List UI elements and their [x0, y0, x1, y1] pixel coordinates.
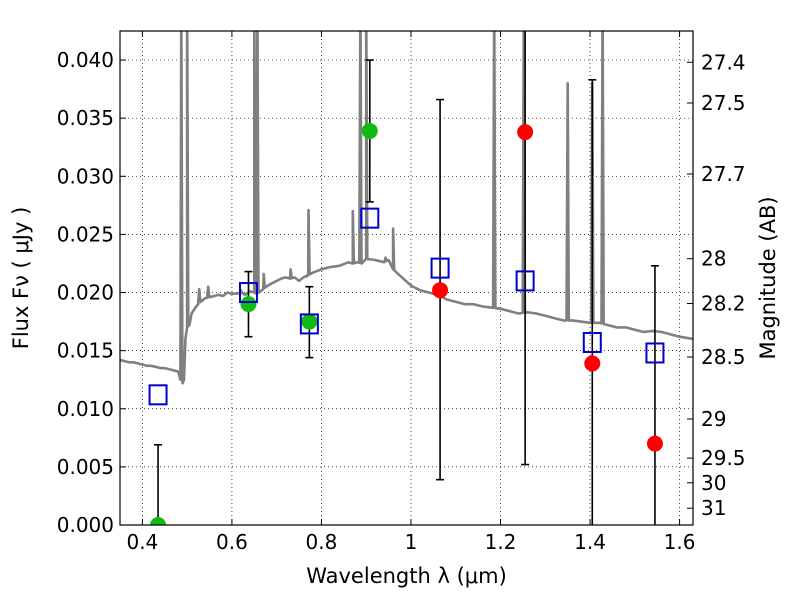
y-tick-label: 0.040	[57, 48, 114, 72]
magnitude-tick-label: 31	[701, 496, 726, 520]
magnitude-tick-label: 30	[701, 471, 726, 495]
green-data-point	[240, 296, 257, 313]
x-tick-label: 0.4	[126, 530, 158, 554]
x-axis-ticks: 0.4 0.6 0.8 1 1.2 1.4 1.6	[126, 31, 695, 554]
y-tick-label: 0.000	[57, 513, 114, 537]
x-tick-label: 1	[405, 530, 418, 554]
model-flux-square	[148, 384, 168, 406]
magnitude-axis-label: Magnitude (AB)	[756, 196, 780, 359]
magnitude-tick-label: 29	[701, 407, 726, 431]
red-data-point	[432, 282, 449, 299]
y-tick-label: 0.030	[57, 164, 114, 188]
spectrum-line	[120, 31, 693, 385]
model-flux-square	[645, 342, 665, 364]
y-axis-label: Flux Fν ( μJy )	[9, 207, 33, 350]
x-tick-label: 0.8	[306, 530, 338, 554]
x-axis-label: Wavelength λ (μm)	[306, 564, 507, 588]
green-data-point	[361, 122, 378, 139]
y-axis-ticks: 0.000 0.005 0.010 0.015 0.020 0.025 0.030 0.035…	[57, 48, 126, 537]
model-flux-square	[515, 270, 535, 292]
red-data-point	[646, 435, 663, 452]
model-flux-square	[238, 282, 258, 304]
magnitude-tick-label: 27.5	[701, 91, 746, 115]
magnitude-tick-label: 28.2	[701, 292, 746, 316]
y-tick-label: 0.035	[57, 106, 114, 130]
x-tick-label: 1.2	[485, 530, 517, 554]
green-data-point	[150, 517, 167, 525]
red-data-point	[584, 355, 601, 372]
x-tick-label: 0.6	[216, 530, 248, 554]
y-tick-label: 0.020	[57, 281, 114, 305]
green-data-point	[301, 313, 318, 330]
model-flux-square	[299, 313, 319, 335]
plot-area	[120, 31, 693, 525]
magnitude-tick-label: 29.5	[701, 446, 746, 470]
grid-layer	[120, 31, 693, 526]
x-tick-label: 1.6	[664, 530, 696, 554]
model-flux-square	[360, 207, 380, 229]
magnitude-tick-label: 27.4	[701, 50, 746, 74]
y-tick-label: 0.015	[57, 339, 114, 363]
y-tick-label: 0.025	[57, 222, 114, 246]
magnitude-tick-label: 27.7	[701, 162, 746, 186]
magnitude-tick-label: 28.5	[701, 345, 746, 369]
red-data-point	[517, 124, 534, 141]
model-flux-square	[430, 257, 450, 279]
plot-frame	[119, 30, 694, 526]
y-tick-label: 0.010	[57, 397, 114, 421]
x-tick-label: 1.4	[574, 530, 606, 554]
model-flux-square	[582, 332, 602, 354]
magnitude-tick-label: 28	[701, 247, 726, 271]
y-tick-label: 0.005	[57, 455, 114, 479]
